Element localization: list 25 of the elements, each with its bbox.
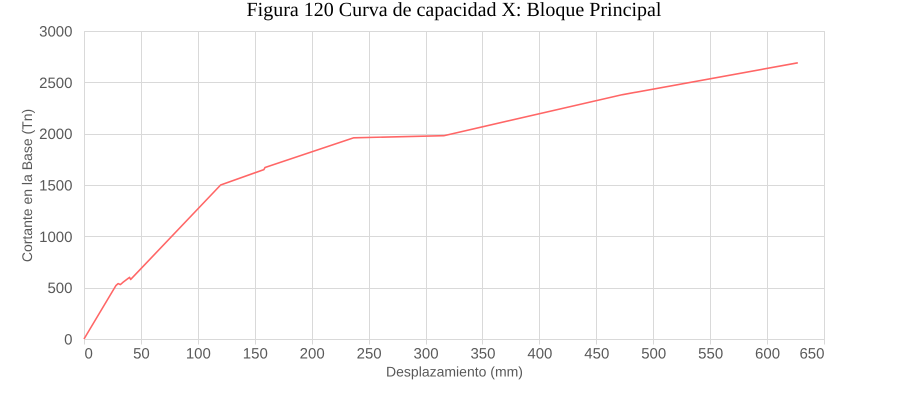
x-tick-label: 300: [414, 346, 439, 362]
x-tick-label: 200: [300, 346, 325, 362]
chart-title: Figura 120 Curva de capacidad X: Bloque Principal: [246, 0, 662, 21]
x-tick-label: 400: [527, 346, 552, 362]
x-tick-label: 450: [584, 346, 610, 362]
x-tick-label: 100: [186, 346, 211, 362]
y-tick-label: 1500: [39, 178, 72, 194]
x-tick-label: 250: [356, 346, 382, 362]
x-axis-title: Desplazamiento (mm): [386, 364, 523, 380]
y-axis-title: Cortante en la Base (Tn): [19, 108, 36, 262]
x-tick-label: 0: [84, 346, 93, 362]
x-tick-label: 550: [698, 346, 724, 362]
y-tick-label: 1000: [39, 228, 72, 246]
y-tick-label: 2000: [39, 126, 72, 144]
y-tick-label: 3000: [39, 24, 72, 40]
line-series: [83, 62, 799, 340]
x-tick-label: 600: [755, 346, 780, 362]
y-tick-label: 500: [47, 280, 72, 298]
x-tick-label: 650: [799, 346, 824, 362]
y-tick-label: 0: [64, 332, 72, 348]
x-tick-label: 500: [641, 346, 666, 362]
x-tick-label: 350: [470, 346, 496, 362]
x-tick-label: 150: [242, 346, 268, 362]
y-tick-label: 2500: [39, 74, 72, 92]
x-tick-label: 50: [133, 346, 150, 362]
